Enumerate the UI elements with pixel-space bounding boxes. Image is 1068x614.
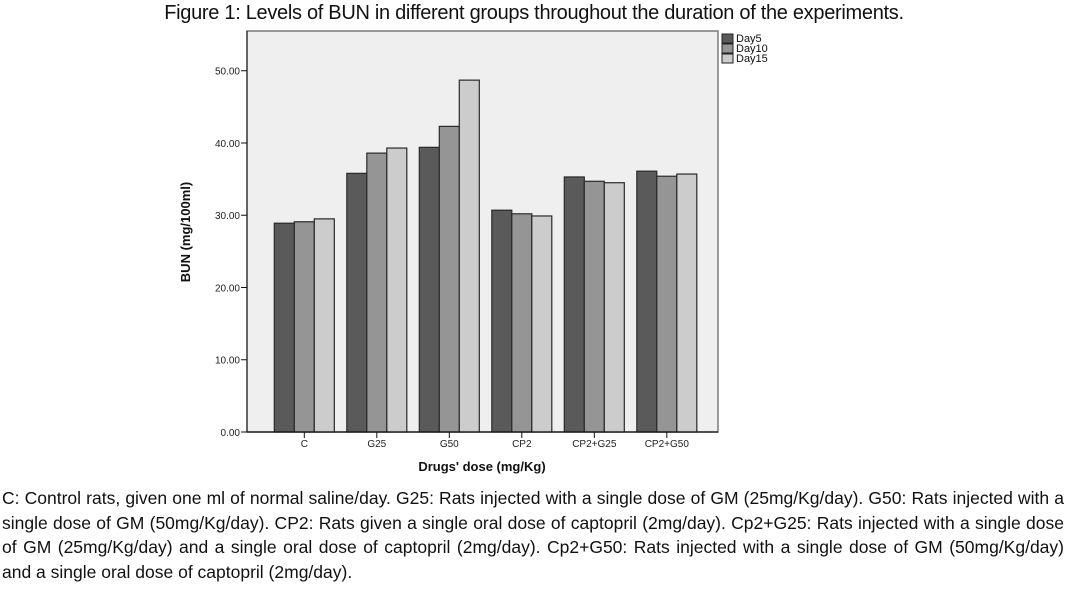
bar-day5-g25	[346, 172, 368, 433]
figure-title: Figure 1: Levels of BUN in different gro…	[164, 2, 904, 24]
legend-label-day5: Day5	[736, 33, 762, 45]
figure-caption: C: Control rats, given one ml of normal …	[2, 488, 1064, 582]
bar-day15-g50	[458, 79, 480, 433]
bar-day5-cp2-g25	[563, 176, 585, 433]
bar-day10-cp2-g50	[656, 175, 678, 433]
y-axis-title: BUN (mg/100ml)	[178, 182, 193, 282]
y-tick-label: 20.00	[215, 283, 240, 294]
y-tick-label: 40.00	[215, 139, 240, 150]
legend-swatch-day15	[721, 53, 734, 64]
x-tick-label: CP2+G25	[572, 439, 617, 450]
y-tick-label: 50.00	[215, 67, 240, 78]
bar-day15-cp2-g25	[603, 182, 625, 433]
bar-chart: 0.00 10.00 20.00 30.00 40.00 50.00 C G25 G50 CP2 C…	[178, 30, 768, 474]
x-tick-label: G50	[440, 439, 459, 450]
legend-swatch-day10	[721, 43, 734, 54]
legend-swatch-day5	[721, 33, 734, 44]
x-tick-label: CP2	[512, 439, 532, 450]
bar-day10-cp2-g25	[583, 180, 605, 433]
bar-day10-g50	[438, 125, 460, 433]
y-tick-label: 0.00	[221, 428, 241, 439]
legend-label-day10: Day10	[736, 43, 768, 55]
bar-day5-g50	[418, 146, 440, 433]
x-tick-label: CP2+G50	[645, 439, 690, 450]
y-tick-label: 30.00	[215, 211, 240, 222]
bar-day5-cp2	[491, 209, 513, 433]
y-tick-label: 10.00	[215, 356, 240, 367]
bar-day15-cp2-g50	[676, 173, 698, 433]
bar-day15-c	[313, 218, 335, 433]
x-tick-label: G25	[367, 439, 386, 450]
bar-day15-cp2	[531, 215, 553, 433]
bar-day5-cp2-g50	[636, 170, 658, 433]
x-tick-label: C	[301, 439, 308, 450]
bar-day10-cp2	[511, 213, 533, 433]
bar-day10-c	[293, 221, 315, 433]
bar-day15-g25	[386, 147, 408, 433]
bar-day5-c	[273, 222, 295, 433]
x-axis-title: Drugs' dose (mg/Kg)	[418, 459, 545, 474]
legend-label-day15: Day15	[736, 53, 768, 65]
bar-day10-g25	[366, 152, 388, 433]
